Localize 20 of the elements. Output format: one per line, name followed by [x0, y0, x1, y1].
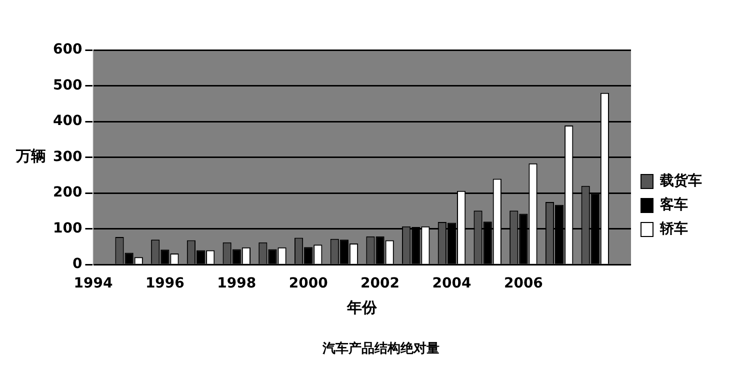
text: 汽车产品结构绝对量: [322, 340, 440, 357]
legend-label: 载货车: [659, 172, 702, 190]
y-tick-label: 100: [52, 220, 82, 236]
y-axis-title: 万辆: [15, 147, 46, 166]
x-tick-label: 2000: [288, 276, 328, 292]
x-tick-label: 1994: [74, 276, 113, 292]
x-tick-label: 2006: [504, 276, 543, 292]
y-tick-label: 0: [72, 256, 82, 272]
y-tick-label: 600: [52, 42, 82, 58]
x-tick-label: 1996: [145, 276, 184, 292]
y-tick-label: 200: [52, 184, 82, 201]
x-axis-title: 年份: [346, 298, 378, 316]
y-tick-label: 500: [52, 77, 82, 94]
y-tick-label: 400: [52, 113, 82, 130]
y-tick-label: 300: [52, 148, 82, 165]
x-tick-label: 1998: [217, 276, 256, 292]
x-tick-label: 2002: [360, 276, 400, 292]
legend-label: 轿车: [659, 220, 688, 238]
legend-label: 客车: [659, 196, 688, 214]
x-tick-label: 2004: [432, 276, 472, 292]
